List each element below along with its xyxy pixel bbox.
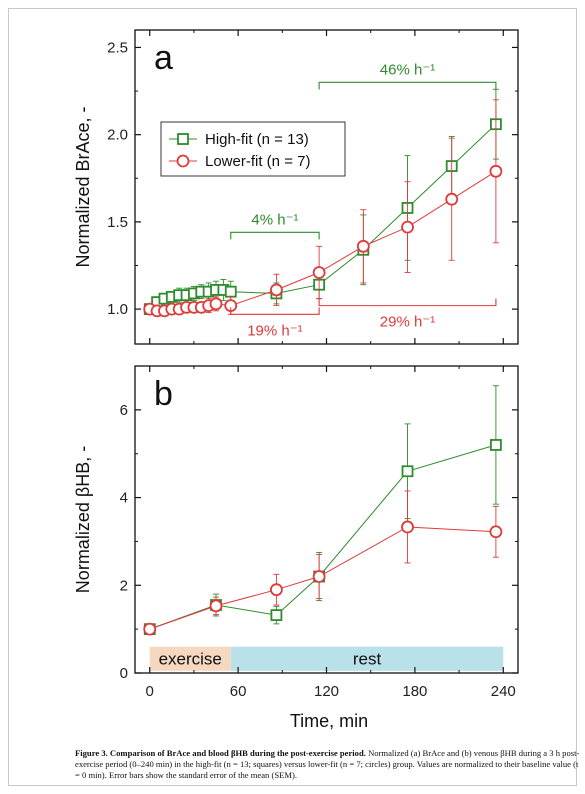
data-point-circle [489,525,503,539]
panel-a: 1.0 1.5 2.0 2.5 Normalized BrAce, - a 46% h⁻¹ 4… [73,29,519,345]
data-point-circle [270,583,283,597]
band-exercise [149,646,231,671]
series-lower-fit [143,490,503,636]
data-point-circle [312,570,326,583]
x-axis-title: Time, min [290,711,368,731]
data-point-circle [401,220,414,234]
y-tick-label: 0 [120,665,128,682]
series-line [149,444,497,630]
legend-label-lower-fit: Lower-fit (n = 7) [205,153,310,170]
data-point-circle [489,164,503,178]
series-high-fit [143,385,502,636]
x-tick-label: 240 [491,683,516,700]
data-point-circle [143,622,157,636]
band-rest [230,646,504,671]
rate-label: 46% h⁻¹ [380,61,435,78]
data-point-circle [445,192,459,206]
plot-area [143,88,503,318]
data-point-square [270,609,283,622]
rate-label: 29% h⁻¹ [380,314,435,331]
y-tick-label: 1.0 [107,301,128,318]
x-tick-label: 60 [230,683,247,700]
band-label-rest: rest [353,650,382,669]
data-point-circle [356,239,370,253]
y-tick-label: 4 [120,490,128,507]
panel-label: a [154,39,173,77]
legend-marker-circle [176,154,190,168]
rate-bracket [230,231,320,240]
y-axis-title: Normalized BrAce, - [73,106,93,267]
data-point-circle [209,297,223,311]
y-tick-label: 2 [120,577,128,594]
data-point-circle [312,266,326,279]
data-point-circle [209,599,223,613]
x-tick-label: 180 [402,683,427,700]
y-tick-label: 6 [120,402,128,419]
data-point-square [490,439,502,451]
y-tick-label: 1.5 [107,214,128,231]
legend-label-high-fit: High-fit (n = 13) [205,131,309,148]
legend-box [160,121,346,177]
figure-frame: 1.0 1.5 2.0 2.5 Normalized BrAce, - a 46% h⁻¹ 4… [8,8,579,786]
rate-label: 19% h⁻¹ [247,322,302,339]
figure-canvas: 1.0 1.5 2.0 2.5 Normalized BrAce, - a 46% h⁻¹ 4… [73,29,519,731]
data-point-square [224,285,237,298]
rate-bracket [318,298,497,307]
plot-area [143,385,503,636]
caption-title: Figure 3. Comparison of BrAce and blood … [75,748,366,758]
y-axis-title: Normalized βHB, - [73,446,93,593]
x-tick-label: 120 [314,683,339,700]
x-tick-label: 0 [146,683,154,700]
band-label-exercise: exercise [159,650,222,669]
legend-marker-square [177,133,189,145]
rate-label: 4% h⁻¹ [251,211,298,228]
data-point-circle [401,520,414,534]
legend: High-fit (n = 13) Lower-fit (n = 7) [160,121,346,177]
y-tick-label: 2.5 [107,39,128,56]
rate-bracket [230,307,320,315]
series-line [149,526,496,630]
data-point-circle [270,283,283,297]
caption-body: Normalized (a) BrAce and (b) venous βHB … [75,748,580,780]
figure-caption: Figure 3. Comparison of BrAce and blood … [75,748,583,781]
panel-label: b [154,375,173,413]
series-lower-fit [143,99,503,318]
panel-b: exercise rest 0 60 120 180 240 0 2 4 6 Normalized β… [73,365,519,700]
rate-bracket [318,81,497,90]
y-tick-label: 2.0 [107,127,128,144]
plot-frame [134,365,519,674]
data-point-square [401,465,414,478]
